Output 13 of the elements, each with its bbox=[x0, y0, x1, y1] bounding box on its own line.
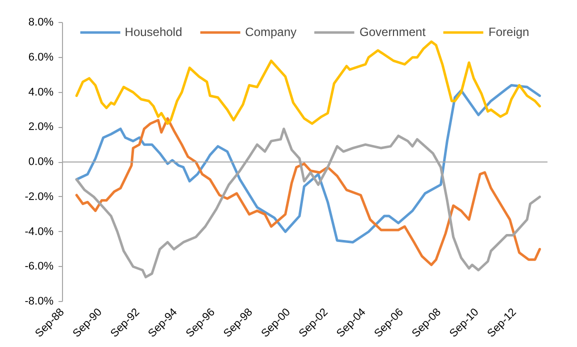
y-tick-label: -4.0% bbox=[24, 226, 54, 238]
legend-label: Household bbox=[124, 25, 182, 39]
y-tick-label: -8.0% bbox=[24, 296, 54, 308]
y-tick-label: 6.0% bbox=[28, 51, 54, 64]
legend-label: Foreign bbox=[488, 25, 530, 39]
y-tick-label: 2.0% bbox=[28, 121, 54, 134]
legend-label: Government bbox=[360, 25, 426, 39]
y-tick-label: 4.0% bbox=[28, 86, 54, 98]
y-tick-label: 8.0% bbox=[28, 16, 54, 28]
y-tick-label: 0.0% bbox=[28, 156, 54, 168]
y-tick-label: -6.0% bbox=[24, 260, 54, 273]
y-tick-label: -2.0% bbox=[24, 190, 54, 203]
legend-label: Company bbox=[245, 25, 297, 39]
